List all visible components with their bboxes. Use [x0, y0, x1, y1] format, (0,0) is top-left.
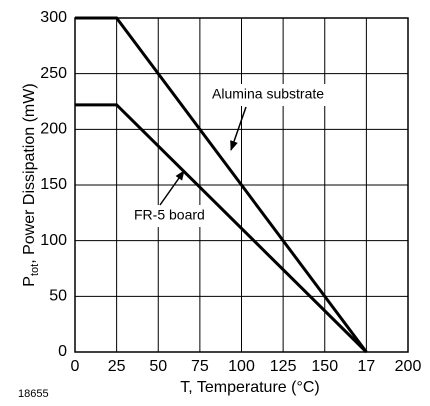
- x-tick-label: 125: [270, 358, 297, 375]
- annotation-bg: [130, 205, 210, 227]
- y-label-symbol: P: [21, 276, 38, 287]
- x-tick-label: 100: [228, 358, 255, 375]
- x-tick-label: 75: [191, 358, 209, 375]
- y-tick-label: 150: [40, 176, 67, 193]
- y-label-text: , Power Dissipation (mW): [21, 83, 38, 263]
- annotation-arrow: [159, 170, 185, 206]
- y-label-subscript: tot: [29, 264, 41, 276]
- series-line: [75, 16, 368, 353]
- x-tick-label: 25: [108, 358, 126, 375]
- y-tick-label: 0: [58, 343, 67, 360]
- figure-number: 18655: [18, 388, 49, 400]
- annotation-arrow: [230, 106, 247, 151]
- x-tick-label: 50: [149, 358, 167, 375]
- annotation: Alumina substrate: [212, 86, 324, 102]
- y-tick-label: 100: [40, 232, 67, 249]
- x-axis-label: T, Temperature (°C): [180, 379, 319, 396]
- annotation-bg: [208, 84, 358, 106]
- y-tick-label: 200: [40, 121, 67, 138]
- y-axis-label: Ptot, Power Dissipation (mW): [21, 83, 41, 286]
- y-tick-label: 50: [49, 288, 67, 305]
- x-tick-label: 17: [357, 358, 375, 375]
- x-tick-label: 0: [71, 358, 80, 375]
- series-line: [75, 103, 368, 354]
- x-tick-label: 150: [311, 358, 338, 375]
- y-tick-label: 300: [40, 9, 67, 26]
- x-tick-label: 200: [395, 358, 422, 375]
- y-tick-label: 250: [40, 65, 67, 82]
- annotation: FR-5 board: [134, 207, 205, 223]
